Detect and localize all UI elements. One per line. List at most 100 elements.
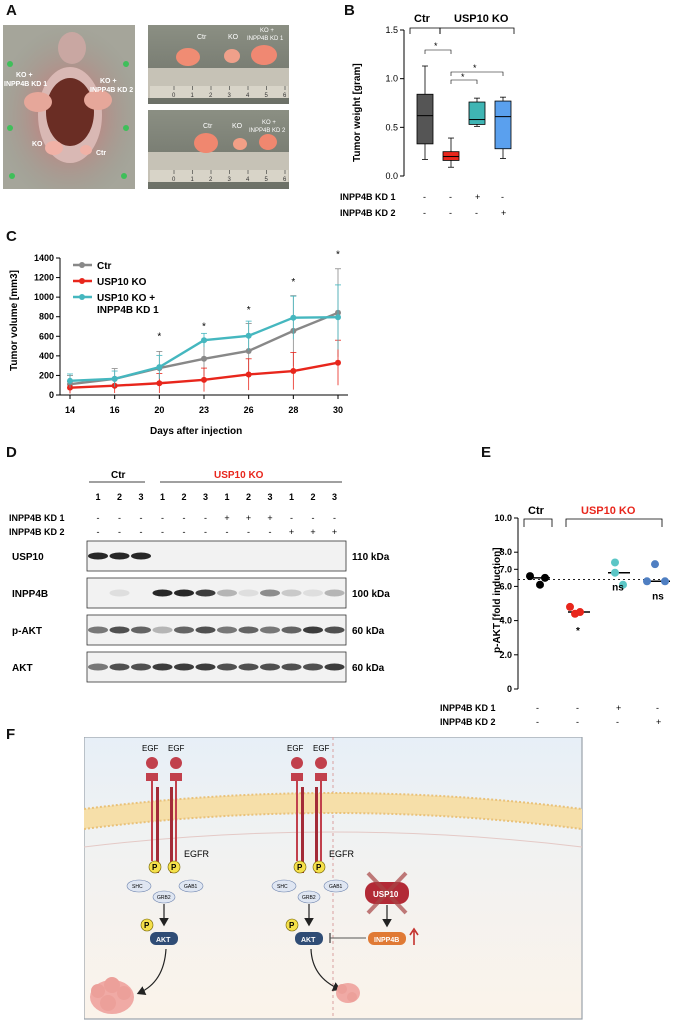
up-arrow-icon <box>409 927 419 945</box>
panel-f-schematic: EGF EGF EGFR P P SHC GAB1 GRB2 AKT P EGF… <box>84 737 583 1020</box>
blot-kd1-label: INPP4B KD 1 <box>9 513 65 523</box>
cell-membrane <box>84 793 582 829</box>
mouse-photo <box>3 25 135 189</box>
sig-star-3: * <box>473 63 477 73</box>
panel-e-axis: 0 2.0 4.0 6.0 7.0 8.0 10.0 <box>494 513 666 694</box>
p-left-2: P <box>171 863 177 872</box>
egf-label-1: EGF <box>142 744 159 753</box>
sig-line-3 <box>450 71 504 76</box>
egf-label-2: EGF <box>168 744 185 753</box>
lane-kd2: - <box>183 527 186 537</box>
series-point <box>335 359 341 366</box>
blot-strip <box>86 577 347 609</box>
tray-top-ko: KO <box>228 34 239 41</box>
data-point <box>619 580 627 589</box>
panel-label-e: E <box>481 444 492 461</box>
ruler-tick-label: 6 <box>283 93 287 99</box>
lane-kd1: + <box>267 513 272 523</box>
ruler-tick-label: 3 <box>228 93 232 99</box>
y-tick-label: 1.0 <box>385 74 398 84</box>
panel-e-kd2-v2: - <box>576 717 579 727</box>
significance-star: * <box>157 332 161 343</box>
egf-label-3: EGF <box>287 744 304 753</box>
blot-band <box>88 552 108 560</box>
panel-b-ylabel: Tumor weight [gram] <box>352 63 363 162</box>
x-tick-label: 26 <box>244 405 254 415</box>
blot-strip <box>86 651 347 683</box>
data-point <box>611 568 619 577</box>
tray-top-ctr: Ctr <box>197 34 207 41</box>
panel-e-kd1-v1: - <box>536 703 539 713</box>
mouse-label-kd2: KO + INPP4B KD 2 <box>90 78 133 94</box>
egfr-receptor-right <box>291 757 327 873</box>
blot-band <box>324 626 345 634</box>
condition-value: - <box>449 192 452 202</box>
legend-marker <box>79 278 85 284</box>
y-tick-label: 0.0 <box>385 171 398 181</box>
panel-label-b: B <box>344 2 355 19</box>
grb2-left: GRB2 <box>157 895 171 901</box>
data-point <box>643 577 651 586</box>
box-0 <box>416 93 434 145</box>
lane-kd1: - <box>183 513 186 523</box>
tray-bottom-ko: KO <box>232 123 243 130</box>
lane-number: 1 <box>289 492 294 502</box>
panel-e-chart: p-AKT [fold induction] 0 2.0 4.0 6.0 7.0 8.0 1… <box>492 505 670 694</box>
y-tick-label: 1200 <box>34 273 54 283</box>
panel-c-chart: Tumor volume [mm3] 0 200 400 600 800 1000 1200… <box>9 250 348 437</box>
ruler-body <box>150 170 288 182</box>
inpp4b-node <box>368 932 406 945</box>
lane-number: 1 <box>160 492 165 502</box>
panel-label-a: A <box>6 2 17 19</box>
legend-label: INPP4B KD 1 <box>97 305 159 316</box>
panel-e-kd2-v1: - <box>536 717 539 727</box>
y-tick-label: 10.0 <box>494 513 512 523</box>
lane-kd1: + <box>224 513 229 523</box>
panel-label-c: C <box>6 228 17 245</box>
shc-right: SHC <box>277 884 288 890</box>
blot-strip <box>86 614 347 646</box>
gab1-left: GAB1 <box>184 884 198 890</box>
lane-number: 2 <box>310 492 315 502</box>
data-point <box>526 572 534 581</box>
lane-kd2: - <box>269 527 272 537</box>
panel-b-header-ctr: Ctr <box>414 13 431 25</box>
ruler-tick-label: 0 <box>172 177 176 183</box>
panel-label-f: F <box>6 726 16 743</box>
blot-band <box>131 552 151 560</box>
legend-marker <box>79 294 85 300</box>
usp10-label: USP10 <box>373 890 399 899</box>
lane-kd1: - <box>97 513 100 523</box>
blot-lane-annotations: 1 2 3 1 2 3 1 2 3 1 2 3 - - - - - - + + + - - - - - - - - - - - - + + + <box>95 492 337 537</box>
ruler-bottom: 0 1 2 3 4 5 6 <box>150 170 288 183</box>
data-point <box>571 609 579 618</box>
lane-kd1: - <box>312 513 315 523</box>
blot-band <box>281 626 302 634</box>
bracket-ctr <box>409 27 441 34</box>
group-annotation: * <box>576 626 580 637</box>
series-point <box>290 368 297 375</box>
panel-b-boxes <box>416 65 512 168</box>
blot-label: AKT <box>12 663 33 674</box>
lane-kd1: - <box>204 513 207 523</box>
y-tick-label: 1.5 <box>385 25 398 35</box>
significance-star: * <box>202 321 206 332</box>
y-tick-label: 400 <box>39 351 54 361</box>
blot-band <box>109 589 130 597</box>
panel-e-header-ko: USP10 KO <box>581 505 636 517</box>
tray-top-kd: KO + INPP4B KD 1 <box>247 28 284 42</box>
x-tick-label: 16 <box>110 405 120 415</box>
ruler-tick-label: 4 <box>246 93 250 99</box>
y-tick-label: 800 <box>39 312 54 322</box>
p-right-1: P <box>297 863 303 872</box>
lane-kd1: - <box>140 513 143 523</box>
panel-e-header-ctr: Ctr <box>528 505 545 517</box>
akt-label-left: AKT <box>156 937 171 944</box>
blot-band <box>152 663 173 671</box>
series-point <box>201 337 207 344</box>
blot-size: 100 kDa <box>352 589 390 600</box>
x-tick-label: 14 <box>65 405 75 415</box>
ruler-tick-label: 6 <box>283 177 287 183</box>
blot-group-ko: USP10 KO <box>214 470 264 481</box>
ruler-tick-label: 0 <box>172 93 176 99</box>
